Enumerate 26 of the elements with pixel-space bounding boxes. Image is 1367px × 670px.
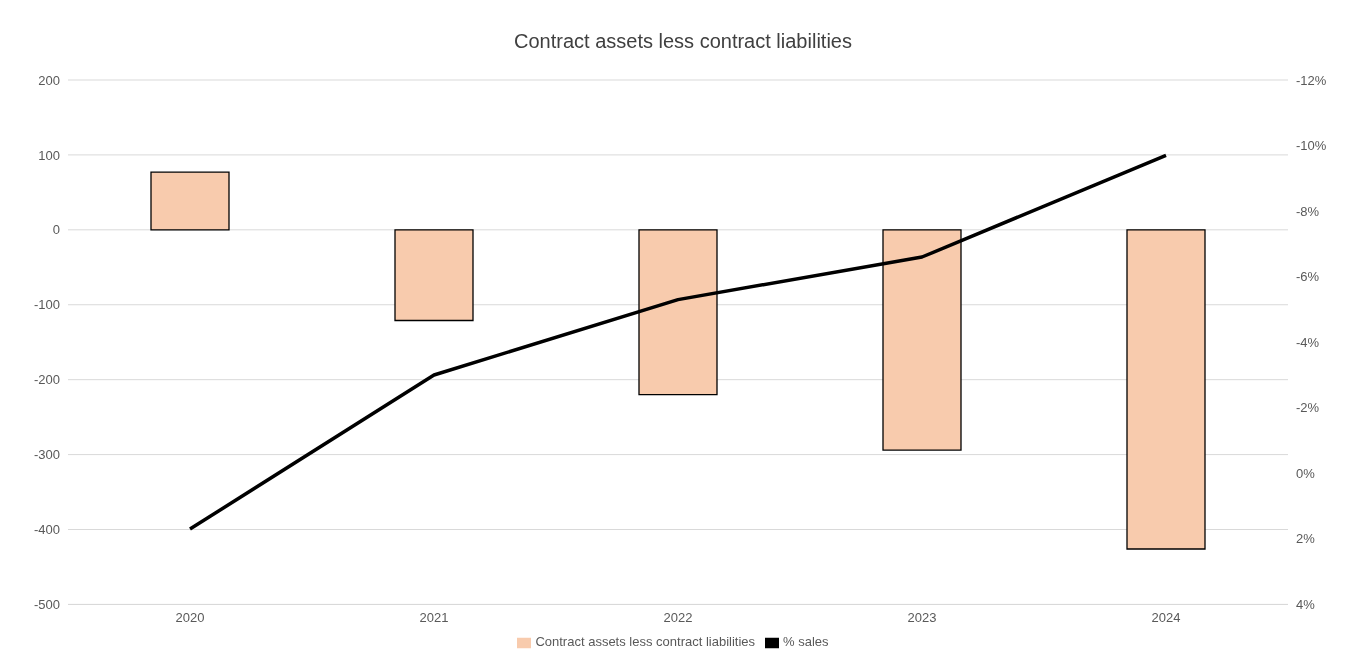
x-tick-label: 2020: [175, 609, 205, 625]
y-tick-label: -200: [33, 372, 60, 388]
y-tick-label: -500: [33, 597, 60, 613]
y2-tick-label: -12%: [1296, 72, 1327, 88]
y2-tick-label: 0%: [1296, 465, 1316, 481]
y-tick-label: 100: [38, 147, 60, 163]
x-tick-label: 2023: [907, 609, 937, 625]
chart-title: Contract assets less contract liabilities: [513, 29, 853, 54]
y-tick-label: 0: [52, 222, 60, 238]
x-tick-label: 2022: [663, 609, 693, 625]
legend-label: Contract assets less contract liabilities: [535, 634, 756, 650]
y2-tick-label: -8%: [1296, 203, 1320, 219]
y-tick-label: -400: [33, 522, 60, 538]
y2-tick-label: -2%: [1296, 400, 1320, 416]
y-tick-label: -100: [33, 297, 60, 313]
y2-tick-label: 4%: [1296, 597, 1316, 613]
y2-tick-label: -6%: [1296, 269, 1320, 285]
y2-tick-label: 2%: [1296, 531, 1316, 547]
x-tick-label: 2024: [1151, 609, 1181, 625]
legend-label: % sales: [783, 634, 829, 650]
y2-tick-label: -4%: [1296, 334, 1320, 350]
x-tick-label: 2021: [419, 609, 449, 625]
y-tick-label: -300: [33, 447, 60, 463]
y2-tick-label: -10%: [1296, 138, 1327, 154]
y-tick-label: 200: [38, 72, 60, 88]
line-series: [188, 153, 1168, 531]
